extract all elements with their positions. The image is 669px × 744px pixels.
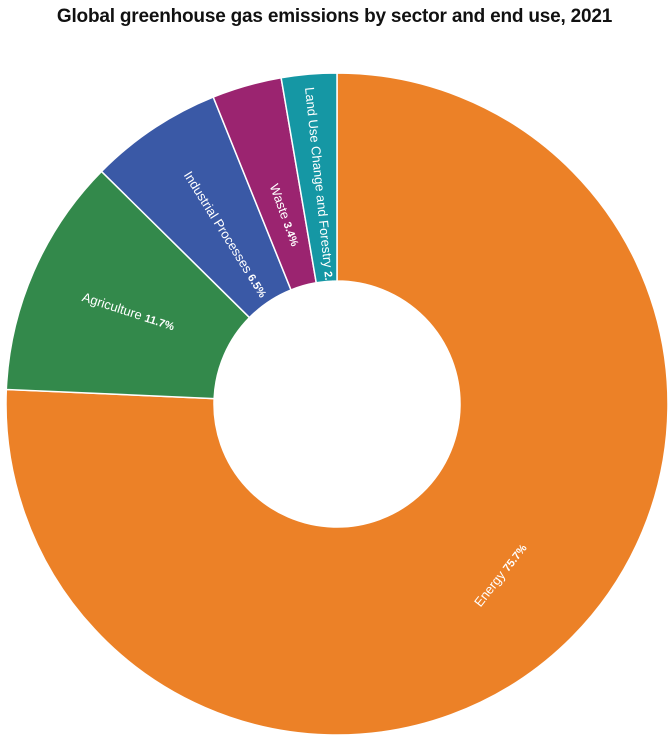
- slice-energy: [5, 72, 669, 736]
- chart-title: Global greenhouse gas emissions by secto…: [56, 6, 613, 27]
- slice-land-use-change-and-forestry: [280, 72, 338, 284]
- donut-slices: [5, 72, 669, 736]
- slice-value-land-use-change-and-forestry: 2.7%: [321, 271, 336, 297]
- slice-agriculture: [5, 170, 251, 400]
